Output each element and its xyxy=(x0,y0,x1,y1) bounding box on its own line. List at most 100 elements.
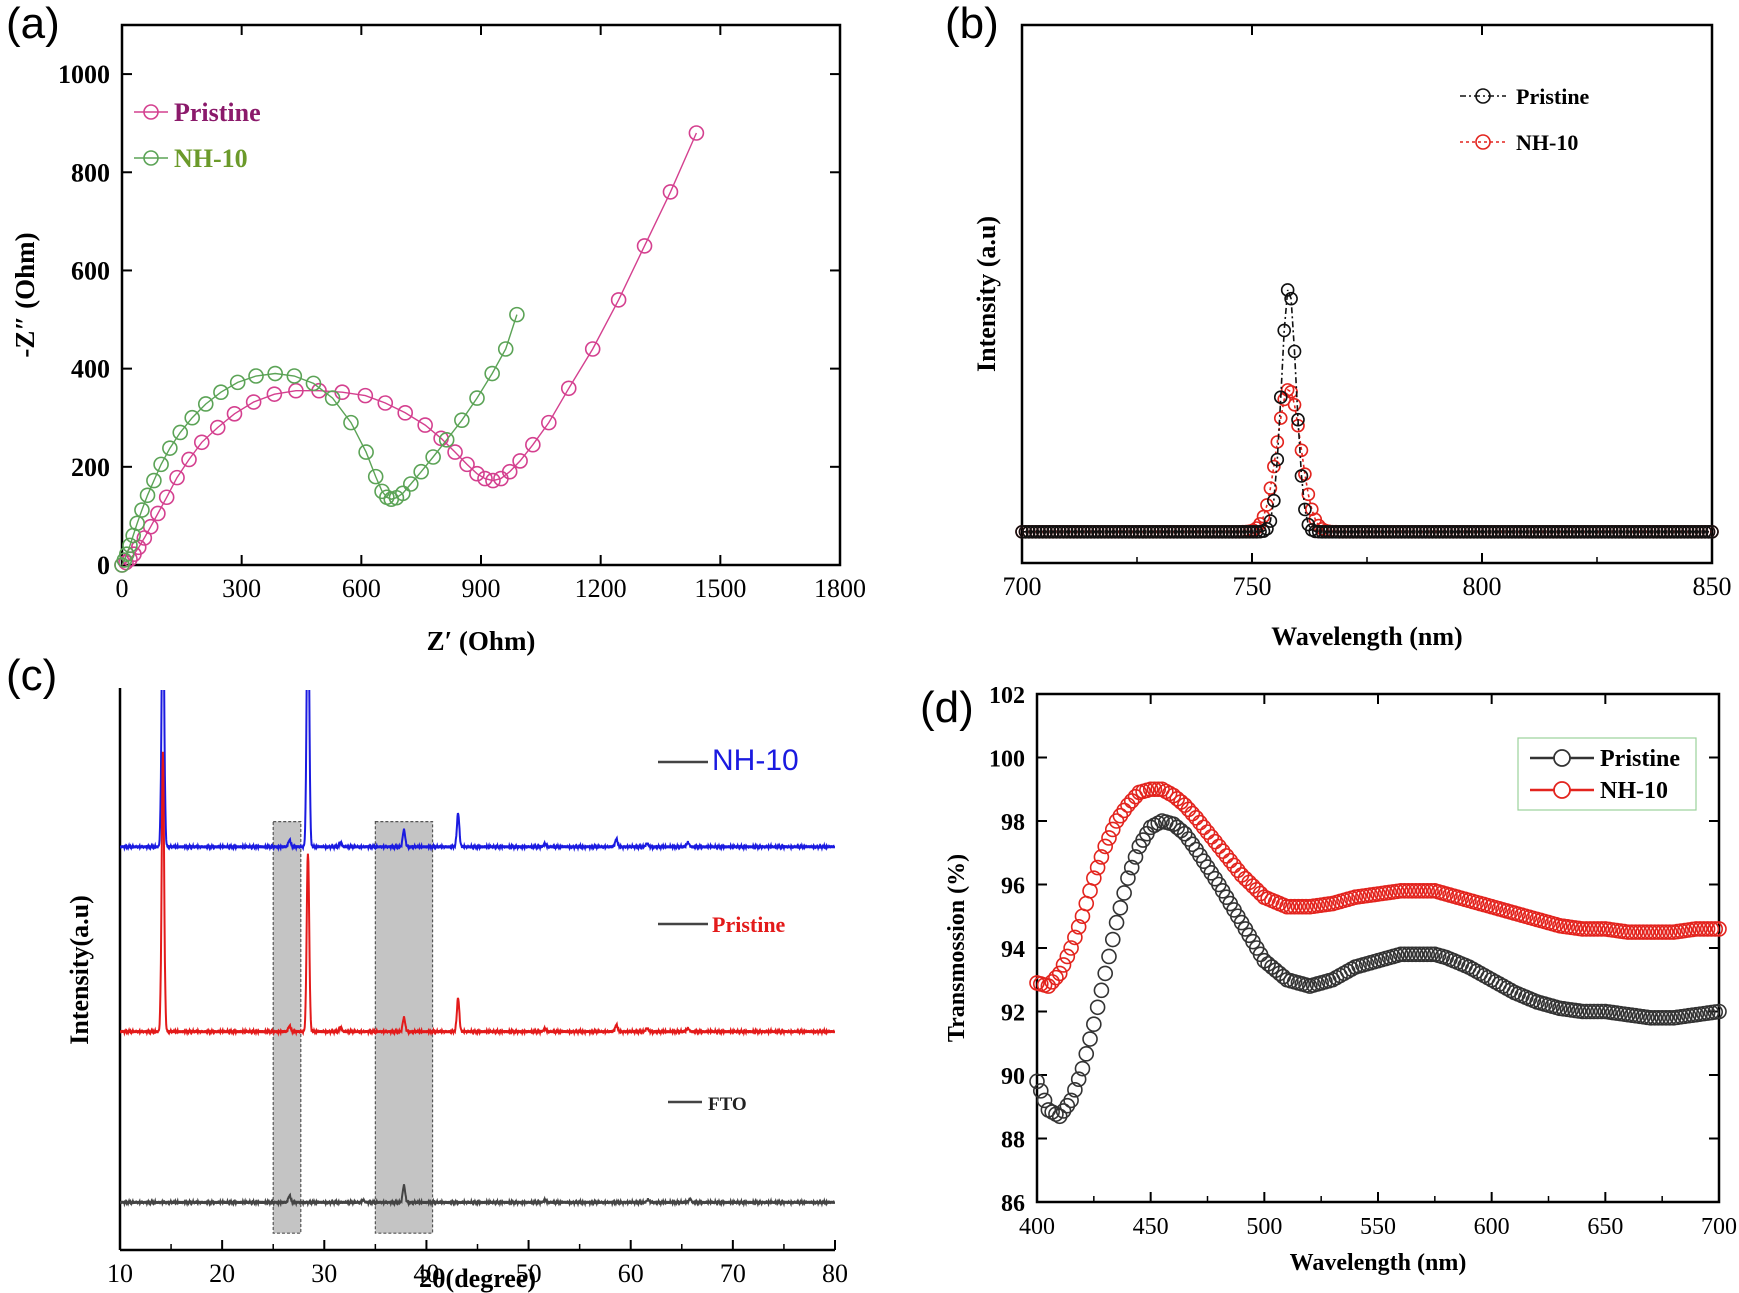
data-point-nh-10 xyxy=(1237,870,1254,887)
data-point-nh-10 xyxy=(1277,392,1291,407)
data-point-pristine xyxy=(1605,524,1619,539)
data-point-nh-10 xyxy=(162,440,178,456)
data-point-pristine xyxy=(1298,502,1312,517)
data-point-pristine xyxy=(1170,524,1185,539)
x-axis-label: 2θ(degree) xyxy=(419,1264,536,1293)
data-point-pristine xyxy=(209,419,226,436)
data-point-pristine xyxy=(1650,524,1664,539)
data-point-pristine xyxy=(193,434,210,451)
data-point-pristine xyxy=(1291,412,1305,427)
data-point-pristine xyxy=(1160,524,1174,539)
data-point-pristine xyxy=(1394,524,1409,539)
data-point-pristine xyxy=(1594,524,1609,539)
data-point-pristine xyxy=(1574,524,1588,539)
data-point-pristine xyxy=(1349,524,1364,539)
data-point-pristine xyxy=(1094,524,1109,539)
legend-label: Pristine xyxy=(1516,84,1590,109)
data-point-pristine xyxy=(1470,524,1485,539)
data-point-pristine xyxy=(1560,524,1574,539)
data-point-pristine xyxy=(525,436,541,453)
y-tick-label: 96 xyxy=(1001,874,1025,900)
series-line-nh-10 xyxy=(120,690,835,853)
data-point-pristine xyxy=(1239,524,1254,539)
series-line-nh-10 xyxy=(1022,388,1712,533)
legend-marker xyxy=(1475,88,1491,104)
data-point-pristine xyxy=(1070,524,1084,539)
data-point-nh-10 xyxy=(1635,924,1652,940)
data-point-pristine xyxy=(1656,524,1671,539)
data-point-nh-10 xyxy=(1283,898,1299,915)
data-point-pristine xyxy=(1089,999,1106,1016)
data-point-pristine xyxy=(1146,524,1160,539)
legend-label: NH-10 xyxy=(1516,130,1578,155)
data-point-pristine xyxy=(1122,524,1136,539)
data-point-pristine xyxy=(1051,1108,1068,1125)
data-point-pristine xyxy=(1518,524,1533,539)
data-point-pristine xyxy=(1056,524,1071,539)
plot-frame xyxy=(1020,23,1714,565)
x-axis-label: Wavelength (nm) xyxy=(1271,622,1462,651)
data-point-pristine xyxy=(1082,1031,1098,1047)
data-point-nh-10 xyxy=(1273,411,1288,425)
data-point-nh-10 xyxy=(1298,898,1314,915)
data-point-pristine xyxy=(1204,524,1219,539)
data-point-pristine xyxy=(1578,1003,1595,1020)
data-point-pristine xyxy=(1232,524,1247,539)
data-point-pristine xyxy=(1408,524,1423,539)
data-point-pristine xyxy=(1127,849,1144,865)
data-point-pristine xyxy=(1149,524,1164,539)
data-point-nh-10 xyxy=(1063,940,1079,956)
y-tick-label: 92 xyxy=(1001,1001,1025,1027)
data-point-pristine xyxy=(1225,524,1240,539)
data-point-pristine xyxy=(1135,524,1150,539)
y-tick-label: 86 xyxy=(1001,1191,1025,1217)
data-point-nh-10 xyxy=(1707,921,1724,937)
data-point-pristine xyxy=(1039,524,1053,539)
data-point-pristine xyxy=(1142,524,1157,539)
data-point-nh-10 xyxy=(1059,948,1076,965)
data-point-pristine xyxy=(1063,1092,1079,1109)
data-point-pristine xyxy=(1074,1060,1091,1077)
data-point-pristine xyxy=(288,382,304,399)
data-point-pristine xyxy=(1150,815,1167,831)
data-point-pristine xyxy=(1363,524,1378,539)
data-point-nh-10 xyxy=(1396,883,1413,899)
data-point-nh-10 xyxy=(1097,838,1113,855)
data-point-pristine xyxy=(1658,1010,1674,1026)
data-point-pristine xyxy=(1046,524,1060,539)
data-point-pristine xyxy=(1423,946,1439,963)
y-tick-label: 102 xyxy=(989,683,1025,709)
data-point-pristine xyxy=(1332,524,1347,539)
data-point-pristine xyxy=(1625,524,1640,539)
data-point-nh-10 xyxy=(305,375,322,392)
data-point-pristine xyxy=(1146,817,1163,834)
data-point-pristine xyxy=(1501,524,1516,539)
x-tick-label: 300 xyxy=(222,574,261,603)
data-point-pristine xyxy=(1132,524,1147,539)
data-point-pristine xyxy=(1315,524,1329,539)
data-point-pristine xyxy=(1436,524,1450,539)
data-point-pristine xyxy=(1529,524,1543,539)
data-point-nh-10 xyxy=(1589,921,1606,937)
data-point-pristine xyxy=(169,469,185,486)
data-point-nh-10 xyxy=(1294,443,1309,458)
y-tick-label: 88 xyxy=(1001,1128,1025,1154)
x-tick-label: 0 xyxy=(116,574,129,603)
data-point-pristine xyxy=(1343,961,1360,977)
y-axis-label: -Z″ (Ohm) xyxy=(10,232,40,357)
data-point-nh-10 xyxy=(1104,821,1121,838)
legend-marker xyxy=(143,104,159,120)
data-point-nh-10 xyxy=(122,537,138,554)
data-point-nh-10 xyxy=(1287,397,1302,412)
data-point-pristine xyxy=(1484,524,1498,539)
data-point-nh-10 xyxy=(484,365,500,382)
data-point-nh-10 xyxy=(1643,924,1659,940)
x-tick-label: 600 xyxy=(342,574,381,603)
data-point-pristine xyxy=(1104,931,1121,948)
data-point-pristine xyxy=(1477,524,1492,539)
data-point-nh-10 xyxy=(1180,801,1197,818)
data-point-pristine xyxy=(1480,524,1495,539)
data-point-pristine xyxy=(1494,524,1509,539)
data-point-pristine xyxy=(1066,524,1081,539)
data-point-pristine xyxy=(1104,524,1119,539)
